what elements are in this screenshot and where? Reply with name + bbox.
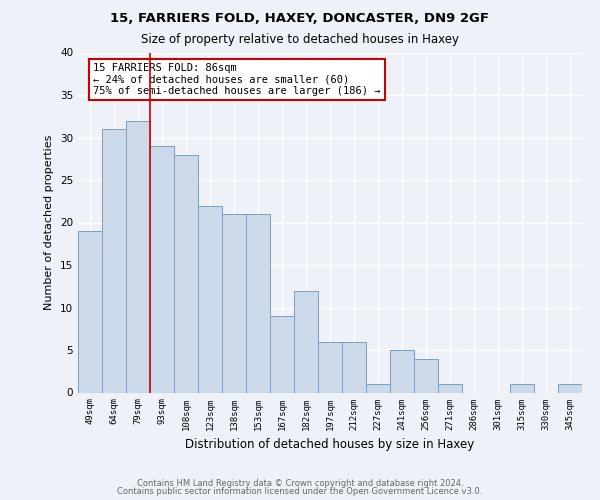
Text: Size of property relative to detached houses in Haxey: Size of property relative to detached ho… (141, 33, 459, 46)
Text: Contains public sector information licensed under the Open Government Licence v3: Contains public sector information licen… (118, 487, 482, 496)
Text: 15, FARRIERS FOLD, HAXEY, DONCASTER, DN9 2GF: 15, FARRIERS FOLD, HAXEY, DONCASTER, DN9… (110, 12, 490, 26)
Bar (390, 350, 414, 393)
Bar (198, 206, 222, 392)
Text: 15 FARRIERS FOLD: 86sqm
← 24% of detached houses are smaller (60)
75% of semi-de: 15 FARRIERS FOLD: 86sqm ← 24% of detache… (93, 62, 380, 96)
Bar (78, 231, 102, 392)
Bar (174, 154, 198, 392)
Bar (294, 290, 318, 392)
Bar (342, 342, 366, 392)
Bar (510, 384, 534, 392)
Bar (102, 129, 126, 392)
Bar (366, 384, 390, 392)
Bar (126, 120, 150, 392)
X-axis label: Distribution of detached houses by size in Haxey: Distribution of detached houses by size … (185, 438, 475, 451)
Bar (246, 214, 270, 392)
Bar (270, 316, 294, 392)
Bar (558, 384, 582, 392)
Bar (222, 214, 246, 392)
Text: Contains HM Land Registry data © Crown copyright and database right 2024.: Contains HM Land Registry data © Crown c… (137, 478, 463, 488)
Bar (318, 342, 342, 392)
Y-axis label: Number of detached properties: Number of detached properties (44, 135, 55, 310)
Bar (150, 146, 174, 392)
Bar (414, 358, 438, 392)
Bar (438, 384, 462, 392)
